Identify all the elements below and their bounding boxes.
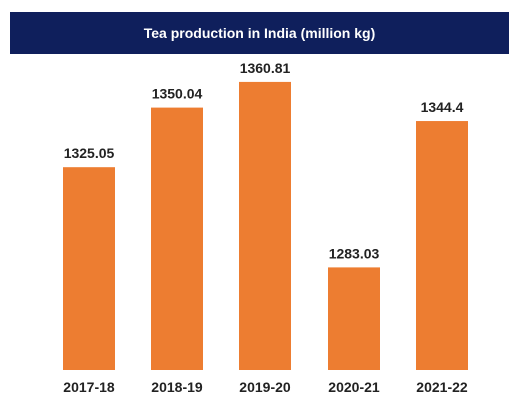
value-labels-group: 1325.05 1350.04 1360.81 1283.03 1344.4 <box>64 60 464 261</box>
bar-2018-19 <box>151 107 203 370</box>
bar-value-label: 1350.04 <box>152 86 203 102</box>
x-tick-label: 2021-22 <box>416 379 468 395</box>
bar-2017-18 <box>63 167 115 370</box>
x-tick-label: 2018-19 <box>151 379 203 395</box>
bar-value-label: 1325.05 <box>64 145 115 161</box>
x-tick-label: 2020-21 <box>328 379 380 395</box>
bar-2020-21 <box>328 267 380 370</box>
x-tick-label: 2019-20 <box>239 379 291 395</box>
x-axis-ticks: 2017-18 2018-19 2019-20 2020-21 2021-22 <box>63 379 468 395</box>
x-tick-label: 2017-18 <box>63 379 115 395</box>
bar-value-label: 1283.03 <box>329 245 380 261</box>
bar-value-label: 1344.4 <box>421 99 464 115</box>
chart-title: Tea production in India (million kg) <box>10 12 509 54</box>
bar-2019-20 <box>239 81 291 370</box>
bars-group <box>63 81 468 371</box>
bar-value-label: 1360.81 <box>240 60 291 76</box>
bar-2021-22 <box>416 121 468 371</box>
